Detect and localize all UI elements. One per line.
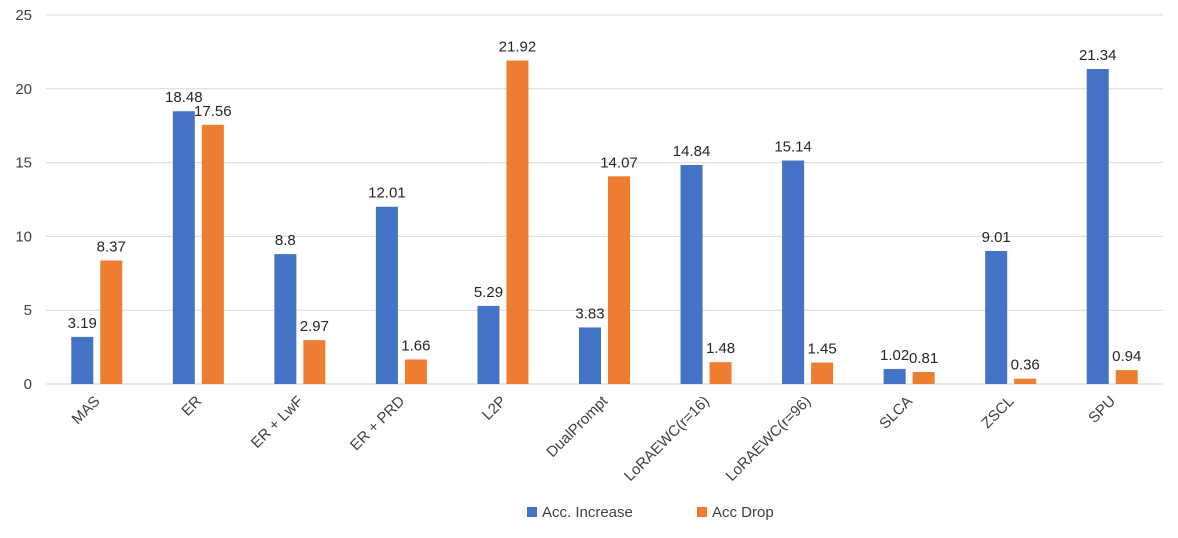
data-label-acc-drop: 1.45 bbox=[807, 341, 836, 358]
bar-acc-drop bbox=[1014, 378, 1037, 384]
bar-acc-drop bbox=[201, 124, 224, 385]
bar-acc-drop bbox=[303, 340, 326, 384]
category-label: ZSCL bbox=[978, 393, 1017, 432]
category-label: LoRAEWC(r=96) bbox=[723, 393, 815, 485]
y-tick-label: 15 bbox=[15, 155, 32, 172]
bar-acc-drop bbox=[404, 359, 427, 384]
y-tick-label: 5 bbox=[24, 302, 32, 319]
legend-swatch bbox=[697, 507, 707, 517]
data-label-acc-increase: 5.29 bbox=[474, 284, 503, 301]
data-label-acc-increase: 21.34 bbox=[1079, 47, 1117, 64]
data-label-acc-increase: 18.48 bbox=[165, 89, 203, 106]
data-label-acc-increase: 15.14 bbox=[774, 139, 812, 156]
bar-acc-drop bbox=[811, 362, 834, 384]
legend-swatch bbox=[527, 507, 537, 517]
category-label: ER + PRD bbox=[347, 393, 408, 454]
bar-acc-increase bbox=[579, 327, 601, 384]
category-label: SPU bbox=[1085, 393, 1119, 427]
x-axis-categories: MAS ER ER + LwF ER + PRD L2P DualPrompt LoRAEW… bbox=[69, 392, 1119, 484]
category-label: MAS bbox=[69, 393, 104, 428]
data-label-acc-increase: 8.8 bbox=[275, 232, 296, 249]
bar-acc-drop bbox=[506, 60, 529, 384]
legend-label: Acc Drop bbox=[712, 504, 774, 521]
bars bbox=[71, 60, 1138, 385]
bar-acc-increase bbox=[1086, 69, 1109, 384]
y-axis-ticks: 0 5 10 15 20 25 bbox=[15, 7, 32, 393]
data-label-acc-increase: 3.19 bbox=[68, 315, 97, 332]
legend-label: Acc. Increase bbox=[542, 504, 633, 521]
bar-acc-drop bbox=[100, 260, 123, 384]
data-label-acc-increase: 3.83 bbox=[575, 305, 604, 322]
legend: Acc. Increase Acc Drop bbox=[527, 504, 774, 521]
category-label: SLCA bbox=[876, 393, 916, 433]
data-label-acc-drop: 1.48 bbox=[706, 340, 735, 357]
data-label-acc-drop: 14.07 bbox=[600, 154, 638, 171]
y-tick-label: 0 bbox=[24, 376, 32, 393]
data-label-acc-drop: 17.56 bbox=[194, 103, 232, 120]
data-label-acc-increase: 9.01 bbox=[982, 229, 1011, 246]
data-label-acc-drop: 8.37 bbox=[97, 238, 126, 255]
bar-acc-increase bbox=[274, 254, 297, 384]
bar-acc-drop bbox=[709, 362, 732, 384]
data-label-acc-increase: 1.02 bbox=[880, 347, 909, 364]
category-label: DualPrompt bbox=[543, 392, 612, 461]
category-label: LoRAEWC(r=16) bbox=[621, 393, 713, 485]
category-label: ER + LwF bbox=[248, 393, 307, 452]
bar-acc-drop bbox=[912, 372, 935, 384]
bar-acc-increase bbox=[680, 164, 703, 384]
bar-acc-drop bbox=[608, 176, 630, 384]
bar-acc-increase bbox=[172, 111, 195, 384]
bar-acc-increase bbox=[883, 368, 906, 384]
category-label: ER bbox=[178, 393, 205, 420]
y-tick-label: 20 bbox=[15, 81, 32, 98]
data-label-acc-increase: 12.01 bbox=[368, 185, 406, 202]
data-label-acc-drop: 2.97 bbox=[300, 318, 329, 335]
bar-acc-drop bbox=[1115, 370, 1138, 384]
data-label-acc-drop: 0.36 bbox=[1011, 357, 1040, 374]
data-label-acc-drop: 0.81 bbox=[909, 350, 938, 367]
data-label-acc-drop: 1.66 bbox=[401, 337, 430, 354]
y-tick-label: 25 bbox=[15, 7, 32, 24]
data-label-acc-drop: 21.92 bbox=[499, 38, 537, 55]
data-label-acc-drop: 0.94 bbox=[1112, 348, 1141, 365]
bar-acc-increase bbox=[71, 336, 94, 384]
gridlines bbox=[46, 14, 1163, 385]
bar-acc-increase bbox=[782, 160, 805, 384]
category-label: L2P bbox=[479, 393, 510, 424]
bar-acc-increase bbox=[985, 251, 1008, 384]
bar-acc-increase bbox=[375, 206, 398, 384]
data-label-acc-increase: 14.84 bbox=[673, 143, 711, 160]
bar-acc-increase bbox=[477, 305, 500, 384]
y-tick-label: 10 bbox=[15, 228, 32, 245]
